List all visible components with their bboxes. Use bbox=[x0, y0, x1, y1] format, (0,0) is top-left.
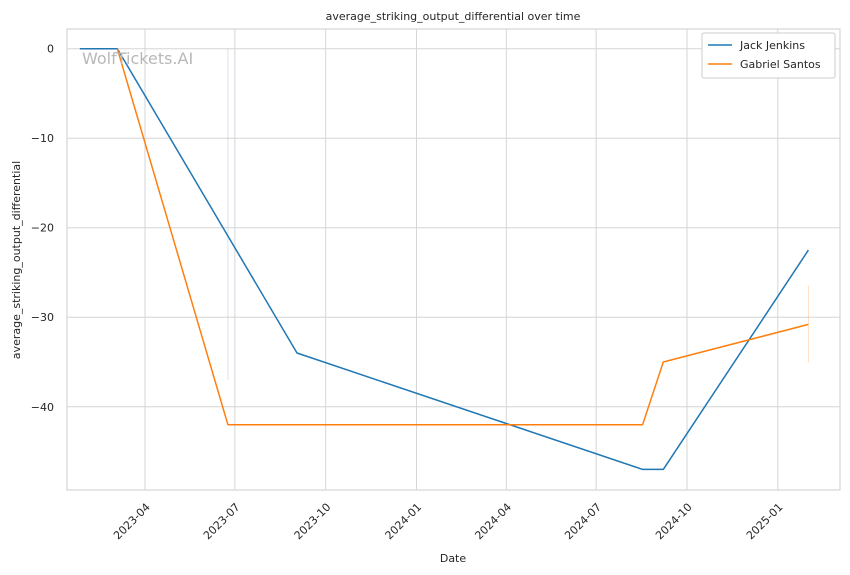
y-axis-title: average_striking_output_differential bbox=[10, 161, 23, 359]
x-tick-label: 2023-04 bbox=[111, 501, 153, 543]
x-tick-label: 2024-10 bbox=[653, 501, 695, 543]
y-tick-label: 0 bbox=[47, 43, 54, 56]
series-line-gabriel-santos bbox=[116, 48, 809, 426]
y-tick-labels: 0 −10 −20 −30 −40 bbox=[31, 43, 54, 414]
x-tick-label: 2023-10 bbox=[292, 501, 334, 543]
chart-title: average_striking_output_differential ove… bbox=[326, 10, 581, 23]
series-lines bbox=[79, 47, 810, 471]
x-tick-label: 2024-04 bbox=[472, 501, 514, 543]
y-tick-label: −10 bbox=[31, 132, 54, 145]
x-tick-label: 2024-01 bbox=[383, 501, 425, 543]
plot-area bbox=[66, 28, 841, 491]
watermark: WolfTickets.AI bbox=[82, 49, 193, 68]
y-tick-label: −40 bbox=[31, 401, 54, 414]
legend-label-jack-jenkins: Jack Jenkins bbox=[739, 39, 805, 52]
y-tick-label: −20 bbox=[31, 222, 54, 235]
x-tick-label: 2023-07 bbox=[201, 501, 243, 543]
confidence-bands bbox=[227, 48, 809, 380]
x-tick-label: 2024-07 bbox=[562, 501, 604, 543]
series-line-jack-jenkins bbox=[79, 47, 810, 471]
legend-label-gabriel-santos: Gabriel Santos bbox=[740, 58, 821, 71]
y-tick-label: −30 bbox=[31, 311, 54, 324]
x-axis-title: Date bbox=[440, 552, 467, 565]
x-tick-label: 2025-01 bbox=[744, 501, 786, 543]
x-tick-labels: 2023-04 2023-07 2023-10 2024-01 2024-04 2024-… bbox=[111, 501, 786, 543]
legend: Jack Jenkins Gabriel Santos bbox=[701, 32, 836, 79]
legend-box bbox=[701, 32, 836, 79]
